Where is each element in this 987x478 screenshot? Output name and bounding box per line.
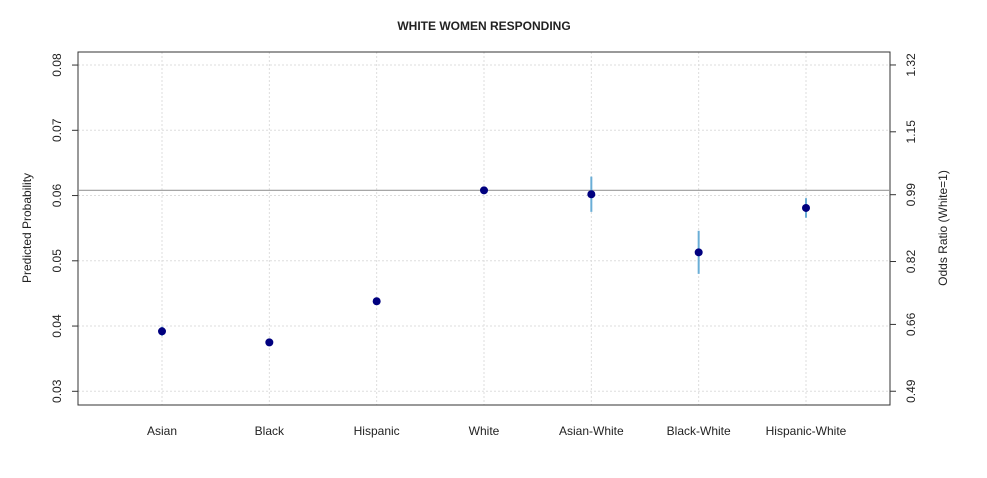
y-tick-label: 0.03 bbox=[50, 379, 64, 403]
x-tick-label: Black bbox=[255, 424, 285, 438]
y2-axis-label: Odds Ratio (White=1) bbox=[936, 170, 950, 286]
chart-title: WHITE WOMEN RESPONDING bbox=[397, 19, 570, 33]
point bbox=[694, 248, 703, 257]
point bbox=[480, 186, 488, 195]
x-tick-label: Asian bbox=[147, 424, 177, 438]
x-tick-label: Black-White bbox=[667, 424, 731, 438]
x-tick-label: White bbox=[469, 424, 500, 438]
y-tick-label: 0.06 bbox=[50, 184, 64, 208]
point bbox=[372, 297, 381, 306]
y2-tick-label: 0.49 bbox=[904, 379, 918, 403]
y-tick-label: 0.07 bbox=[50, 118, 64, 142]
point bbox=[802, 203, 810, 212]
x-tick-label: Hispanic bbox=[354, 424, 400, 438]
x-tick-label: Asian-White bbox=[559, 424, 624, 438]
y-tick-label: 0.08 bbox=[50, 53, 64, 77]
y2-tick-label: 0.82 bbox=[904, 250, 918, 274]
y-tick-label: 0.05 bbox=[50, 249, 64, 273]
x-tick-label: Hispanic-White bbox=[766, 424, 847, 438]
y-tick-label: 0.04 bbox=[50, 314, 64, 338]
point bbox=[587, 190, 596, 199]
y2-tick-label: 0.99 bbox=[904, 183, 918, 207]
y2-tick-label: 1.32 bbox=[904, 53, 918, 77]
y2-tick-label: 1.15 bbox=[904, 120, 918, 144]
point bbox=[265, 338, 274, 347]
point bbox=[158, 327, 166, 336]
y-axis-label: Predicted Probability bbox=[20, 173, 34, 283]
y2-tick-label: 0.66 bbox=[904, 312, 918, 336]
plot-frame bbox=[77, 51, 891, 406]
